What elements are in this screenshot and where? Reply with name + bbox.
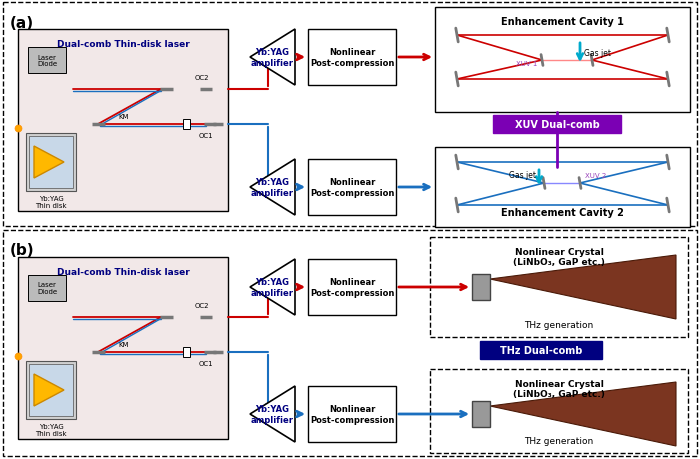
Text: Gas jet: Gas jet [584, 49, 611, 58]
Text: Yb:YAG
amplifier: Yb:YAG amplifier [251, 48, 294, 67]
Bar [472, 274, 490, 300]
Bar [430, 369, 688, 453]
Text: Laser
Diode: Laser Diode [37, 282, 57, 295]
Bar [18, 257, 228, 439]
Bar [183, 347, 190, 357]
Text: XUV Dual-comb: XUV Dual-comb [514, 120, 599, 130]
Polygon shape [34, 147, 64, 179]
Text: Laser
Diode: Laser Diode [37, 54, 57, 67]
Text: OC1: OC1 [199, 133, 214, 139]
Polygon shape [490, 382, 676, 446]
Text: Enhancement Cavity 1: Enhancement Cavity 1 [501, 17, 624, 27]
Text: THz Dual-comb: THz Dual-comb [500, 345, 582, 355]
Bar [480, 341, 602, 359]
Bar [26, 361, 76, 419]
Polygon shape [250, 160, 295, 216]
Polygon shape [250, 259, 295, 315]
Text: OC1: OC1 [199, 360, 214, 366]
Text: Yb:YAG
Thin disk: Yb:YAG Thin disk [35, 423, 66, 436]
Polygon shape [250, 386, 295, 442]
Bar [435, 8, 690, 113]
Text: XUV 1: XUV 1 [516, 61, 537, 67]
Bar [26, 134, 76, 191]
Bar [29, 137, 73, 189]
Text: OC2: OC2 [195, 75, 209, 81]
Text: Yb:YAG
amplifier: Yb:YAG amplifier [251, 178, 294, 197]
Text: Nonlinear
Post-compression: Nonlinear Post-compression [310, 278, 394, 297]
Bar [18, 30, 228, 212]
Bar [308, 259, 396, 315]
Text: (a): (a) [10, 16, 34, 31]
Bar [3, 230, 697, 456]
Bar [183, 120, 190, 130]
Text: Yb:YAG
Thin disk: Yb:YAG Thin disk [35, 196, 66, 208]
Text: THz generation: THz generation [524, 436, 594, 445]
Text: KM: KM [118, 114, 129, 120]
Polygon shape [250, 30, 295, 86]
Text: KM: KM [118, 341, 129, 347]
Bar [493, 116, 621, 134]
Text: Dual-comb Thin-disk laser: Dual-comb Thin-disk laser [57, 268, 190, 276]
Text: OC2: OC2 [195, 302, 209, 308]
Text: Dual-comb Thin-disk laser: Dual-comb Thin-disk laser [57, 40, 190, 49]
Bar [430, 237, 688, 337]
Bar [308, 160, 396, 216]
Bar [28, 48, 66, 74]
Polygon shape [34, 374, 64, 406]
Text: (b): (b) [10, 242, 34, 257]
Text: Yb:YAG
amplifier: Yb:YAG amplifier [251, 404, 294, 424]
Text: Nonlinear Crystal
(LiNbO₃, GaP etc.): Nonlinear Crystal (LiNbO₃, GaP etc.) [513, 379, 605, 398]
Text: Gas jet: Gas jet [509, 171, 536, 179]
Text: Nonlinear
Post-compression: Nonlinear Post-compression [310, 48, 394, 67]
Text: Enhancement Cavity 2: Enhancement Cavity 2 [501, 207, 624, 218]
Text: Nonlinear Crystal
(LiNbO₃, GaP etc.): Nonlinear Crystal (LiNbO₃, GaP etc.) [513, 247, 605, 267]
Bar [28, 275, 66, 302]
Text: Yb:YAG
amplifier: Yb:YAG amplifier [251, 278, 294, 297]
Bar [3, 3, 697, 226]
Bar [308, 386, 396, 442]
Text: Nonlinear
Post-compression: Nonlinear Post-compression [310, 404, 394, 424]
Text: XUV 2: XUV 2 [585, 173, 606, 179]
Text: THz generation: THz generation [524, 320, 594, 329]
Bar [308, 30, 396, 86]
Bar [29, 364, 73, 416]
Bar [435, 148, 690, 228]
Polygon shape [490, 256, 676, 319]
Bar [472, 401, 490, 427]
Text: Nonlinear
Post-compression: Nonlinear Post-compression [310, 178, 394, 197]
